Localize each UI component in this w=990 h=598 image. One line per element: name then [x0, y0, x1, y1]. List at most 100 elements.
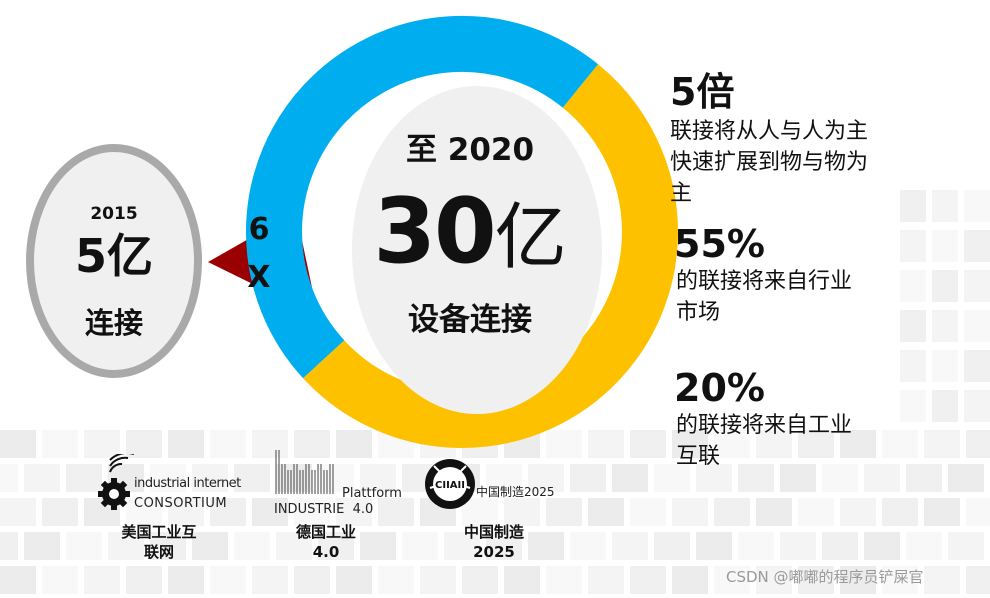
background-tile [696, 532, 732, 560]
stat-text-1-line: 主 [670, 181, 693, 206]
background-tile [882, 430, 918, 458]
iic-caption-line: 联网 [143, 543, 174, 561]
background-tile [504, 566, 540, 594]
background-tile [168, 430, 204, 458]
background-tile [0, 430, 36, 458]
background-tile [234, 464, 270, 492]
stat-text-3-line: 互联 [676, 444, 721, 469]
main-circle-top-label: 至 2020 [405, 132, 535, 168]
background-tile [630, 430, 666, 458]
background-tile [964, 270, 990, 302]
background-tile [654, 464, 690, 492]
stat-text-2-line: 的联接将来自行业 [676, 269, 853, 294]
background-tile [672, 498, 708, 526]
background-tile [840, 430, 876, 458]
background-tile [822, 532, 858, 560]
ciiaii-logo-text: 中国制造2025 [476, 485, 555, 499]
donut-blue-segment [246, 15, 599, 379]
background-tile [126, 498, 162, 526]
background-tile [900, 350, 926, 382]
main-circle-amount-number: 30 [373, 179, 496, 284]
background-tile [0, 532, 18, 560]
background-tile [756, 498, 792, 526]
iic-caption: 美国工业互 联网 [100, 522, 218, 562]
background-tile [294, 566, 330, 594]
left-circle-amount: 5亿 [74, 229, 153, 283]
background-tile [588, 498, 624, 526]
donut-yellow-segment [303, 64, 678, 448]
background-tile [798, 566, 834, 594]
background-tile [378, 566, 414, 594]
background-tile [42, 430, 78, 458]
background-tile [932, 310, 958, 342]
background-tile [318, 532, 354, 560]
background-tile [932, 390, 958, 422]
background-tile [864, 532, 900, 560]
background-tile [756, 430, 792, 458]
background-tile [462, 498, 498, 526]
background-tile [150, 532, 186, 560]
background-tile [612, 464, 648, 492]
background-tile [864, 464, 900, 492]
background-tile [24, 532, 60, 560]
background-tile [696, 464, 732, 492]
background-tile [932, 230, 958, 262]
stat-text-3-line: 的联接将来自工业 [676, 413, 853, 438]
background-tile [570, 532, 606, 560]
background-tile [924, 566, 960, 594]
background-tile [822, 464, 858, 492]
left-circle-year: 2015 [90, 204, 138, 224]
background-tile [462, 566, 498, 594]
stat-text-1: 联接将从人与人为主 快速扩展到物与物为 主 [670, 116, 868, 209]
background-tile [378, 498, 414, 526]
background-tile [964, 390, 990, 422]
background-tile [66, 532, 102, 560]
background-tile [234, 532, 270, 560]
background-tile [630, 566, 666, 594]
background-tile [924, 498, 960, 526]
background-tile [630, 498, 666, 526]
background-tile [964, 350, 990, 382]
stat-value-3: 20% [674, 366, 765, 410]
gear-wifi-icon [98, 454, 134, 510]
iic-logo-text-2: CONSORTIUM [134, 496, 228, 511]
plattform-caption-line: 4.0 [312, 543, 340, 561]
background-tile [252, 430, 288, 458]
background-tile [906, 464, 942, 492]
ciiaii-badge-icon: CIIAII [425, 459, 475, 509]
background-tile [360, 532, 396, 560]
factory-icon [275, 450, 334, 494]
background-tile [444, 532, 480, 560]
plattform-caption-line: 德国工业 [295, 523, 356, 541]
background-tile [168, 498, 204, 526]
background-tile [168, 566, 204, 594]
background-tile [84, 566, 120, 594]
background-tile [294, 430, 330, 458]
main-circle-amount-unit: 亿 [494, 195, 567, 279]
iic-logo-text-1: industrial internet [134, 476, 241, 491]
background-tile [0, 566, 36, 594]
multiplier-x: X [247, 260, 271, 295]
donut-inner-disc [352, 86, 602, 414]
background-tile [948, 464, 984, 492]
background-tile [738, 464, 774, 492]
background-tile [420, 566, 456, 594]
background-tile [932, 350, 958, 382]
background-tile [654, 532, 690, 560]
background-tile [588, 430, 624, 458]
background-tile [360, 464, 396, 492]
background-tile [336, 566, 372, 594]
background-tile [780, 464, 816, 492]
background-tile [126, 566, 162, 594]
background-tile [798, 430, 834, 458]
background-tile [966, 498, 990, 526]
stat-text-1-line: 联接将从人与人为主 [670, 119, 869, 144]
background-tile [966, 566, 990, 594]
background-tile [900, 310, 926, 342]
background-tile [738, 532, 774, 560]
plattform-caption: 德国工业 4.0 [276, 522, 376, 562]
background-tile [192, 532, 228, 560]
background-tile [798, 498, 834, 526]
background-tile [672, 430, 708, 458]
